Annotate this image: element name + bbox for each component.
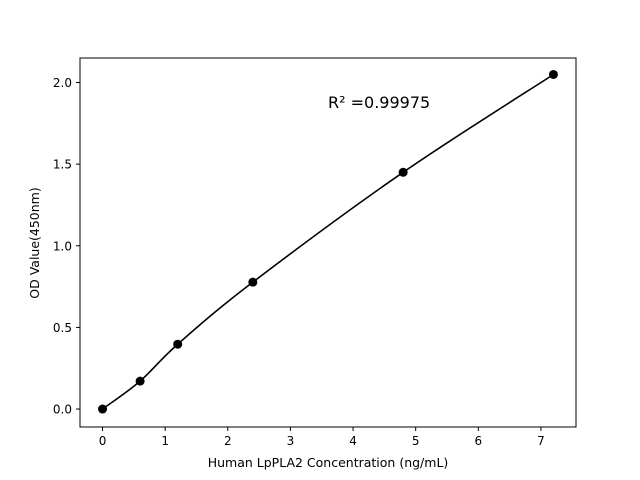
data-point — [248, 277, 258, 287]
x-tick-label: 6 — [474, 434, 482, 448]
x-tick-label: 4 — [349, 434, 357, 448]
x-tick-label: 0 — [99, 434, 107, 448]
data-point — [98, 404, 108, 414]
y-axis-label: OD Value(450nm) — [27, 187, 42, 298]
r-squared-annotation: R² =0.99975 — [328, 93, 430, 112]
data-point — [398, 167, 408, 177]
x-tick-label: 1 — [161, 434, 169, 448]
x-tick-label: 3 — [287, 434, 295, 448]
data-point — [548, 69, 558, 79]
plot-frame — [79, 57, 577, 428]
x-tick-label: 7 — [537, 434, 545, 448]
y-tick-label: 0.5 — [53, 321, 72, 335]
y-tick-label: 0.0 — [53, 403, 72, 417]
y-tick-label: 1.0 — [53, 239, 72, 253]
data-point — [135, 376, 145, 386]
x-tick-label: 5 — [412, 434, 420, 448]
data-point — [173, 339, 183, 349]
x-axis-label: Human LpPLA2 Concentration (ng/mL) — [208, 455, 449, 470]
x-tick-label: 2 — [224, 434, 232, 448]
y-tick-label: 2.0 — [53, 76, 72, 90]
y-tick-label: 1.5 — [53, 158, 72, 172]
